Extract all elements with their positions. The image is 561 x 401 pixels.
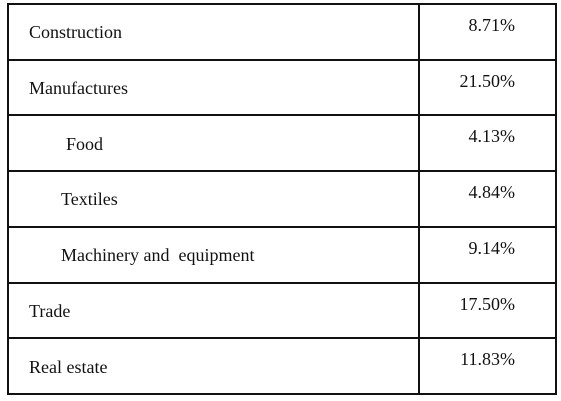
table-row: Machinery and equipment 9.14% — [7, 225, 557, 284]
row-value: 4.84% — [418, 170, 557, 228]
row-label: Construction — [7, 3, 420, 61]
table-row: Manufactures 21.50% — [7, 58, 557, 117]
row-label: Textiles — [7, 170, 420, 228]
row-value: 11.83% — [418, 337, 557, 395]
row-value: 8.71% — [418, 3, 557, 61]
row-value: 17.50% — [418, 281, 557, 340]
row-label: Food — [7, 114, 420, 173]
row-value: 21.50% — [418, 58, 557, 117]
data-table: Construction 8.71% Manufactures 21.50% F… — [7, 3, 557, 395]
table-row: Real estate 11.83% — [7, 337, 557, 395]
row-label: Manufactures — [7, 58, 420, 117]
row-label: Machinery and equipment — [7, 225, 420, 284]
table-row: Textiles 4.84% — [7, 170, 557, 228]
row-value: 4.13% — [418, 114, 557, 173]
row-label: Real estate — [7, 337, 420, 395]
row-value: 9.14% — [418, 225, 557, 284]
table-row: Construction 8.71% — [7, 3, 557, 61]
table-row: Trade 17.50% — [7, 281, 557, 340]
table-row: Food 4.13% — [7, 114, 557, 173]
row-label: Trade — [7, 281, 420, 340]
